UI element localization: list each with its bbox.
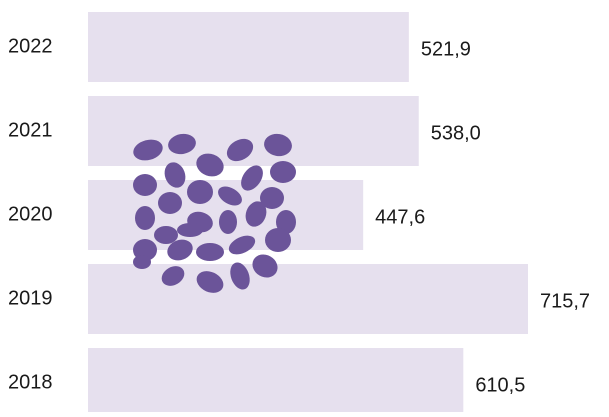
bars (88, 12, 528, 412)
value-label: 715,7 (540, 290, 590, 312)
value-label: 447,6 (375, 206, 425, 228)
pebble (133, 255, 151, 269)
pebble (265, 228, 291, 252)
value-label: 610,5 (475, 374, 525, 396)
chart: 2022 521,9 2021 538,0 2020 447,6 2019 715,7 2018… (0, 0, 609, 412)
category-label: 2020 (8, 203, 53, 225)
pebble (158, 192, 182, 214)
pebble (135, 206, 155, 230)
bar (88, 12, 409, 82)
pebble (133, 174, 157, 196)
category-label: 2018 (8, 371, 53, 393)
bar (88, 264, 528, 334)
pebble (196, 243, 224, 261)
pebble (270, 161, 296, 183)
category-label: 2019 (8, 287, 53, 309)
category-label: 2021 (8, 119, 53, 141)
value-label: 521,9 (421, 38, 471, 60)
pebble (187, 180, 213, 204)
pebble (177, 223, 203, 237)
value-label: 538,0 (431, 122, 481, 144)
pebble (154, 226, 178, 244)
bar (88, 348, 463, 412)
page: {"chart_data": {"type": "bar", "orientat… (0, 0, 609, 412)
category-label: 2022 (8, 35, 53, 57)
pebble (219, 210, 237, 234)
